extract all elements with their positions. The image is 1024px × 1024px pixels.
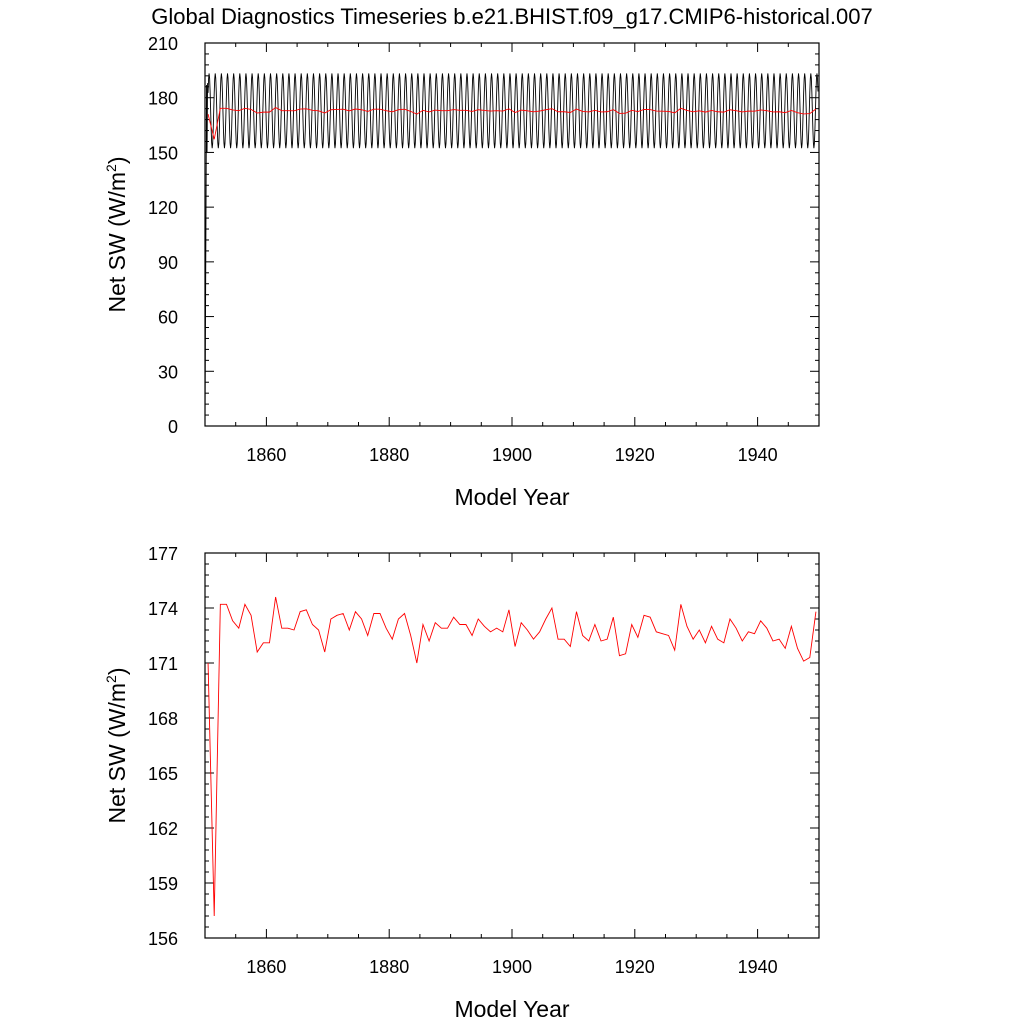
y-tick-label: 0 xyxy=(168,417,178,437)
y-tick-label: 171 xyxy=(148,654,178,674)
y-axis: 156 159 162 165 168 171 174 177 xyxy=(148,544,819,949)
x-tick-label: 1940 xyxy=(738,445,778,465)
plot-frame xyxy=(204,552,820,939)
x-axis-label: Model Year xyxy=(454,996,569,1022)
series-group xyxy=(205,73,819,426)
x-tick-label: 1880 xyxy=(369,445,409,465)
y-tick-label: 165 xyxy=(148,764,178,784)
x-tick-label: 1920 xyxy=(615,445,655,465)
y-tick-label: 162 xyxy=(148,819,178,839)
panel-annual: 156 159 162 165 168 171 174 177 1860 1880 1900 192… xyxy=(103,544,820,1022)
x-tick-label: 1880 xyxy=(369,957,409,977)
y-tick-label: 60 xyxy=(158,308,178,328)
annual-series-line xyxy=(207,596,817,917)
x-axis: 1860 1880 1900 1920 1940 xyxy=(204,553,820,977)
x-axis-label: Model Year xyxy=(454,484,569,510)
figure-title: Global Diagnostics Timeseries b.e21.BHIS… xyxy=(151,4,872,29)
x-tick-label: 1860 xyxy=(246,445,286,465)
x-tick-label: 1920 xyxy=(615,957,655,977)
y-tick-label: 174 xyxy=(148,599,178,619)
monthly-series-line xyxy=(205,73,819,426)
y-axis-label: Net SW (W/m2) xyxy=(103,667,130,823)
y-tick-label: 210 xyxy=(148,34,178,54)
y-axis-label: Net SW (W/m2) xyxy=(103,156,130,312)
panel-monthly-annual: 0 30 60 90 120 150 180 210 1860 1880 1900 1920 1940… xyxy=(103,34,820,510)
annual-series-line xyxy=(207,107,817,140)
x-tick-label: 1900 xyxy=(492,957,532,977)
y-tick-label: 159 xyxy=(148,874,178,894)
y-tick-label: 30 xyxy=(158,362,178,382)
x-axis: 1860 1880 1900 1920 1940 xyxy=(204,43,820,465)
y-axis: 0 30 60 90 120 150 180 210 xyxy=(148,34,819,437)
x-tick-label: 1860 xyxy=(246,957,286,977)
plot-frame xyxy=(204,42,820,427)
series-group xyxy=(207,596,817,917)
y-tick-label: 156 xyxy=(148,929,178,949)
y-tick-label: 90 xyxy=(158,253,178,273)
y-tick-label: 177 xyxy=(148,544,178,564)
y-tick-label: 150 xyxy=(148,143,178,163)
y-tick-label: 120 xyxy=(148,198,178,218)
y-tick-label: 168 xyxy=(148,709,178,729)
x-tick-label: 1900 xyxy=(492,445,532,465)
x-tick-label: 1940 xyxy=(738,957,778,977)
y-tick-label: 180 xyxy=(148,89,178,109)
